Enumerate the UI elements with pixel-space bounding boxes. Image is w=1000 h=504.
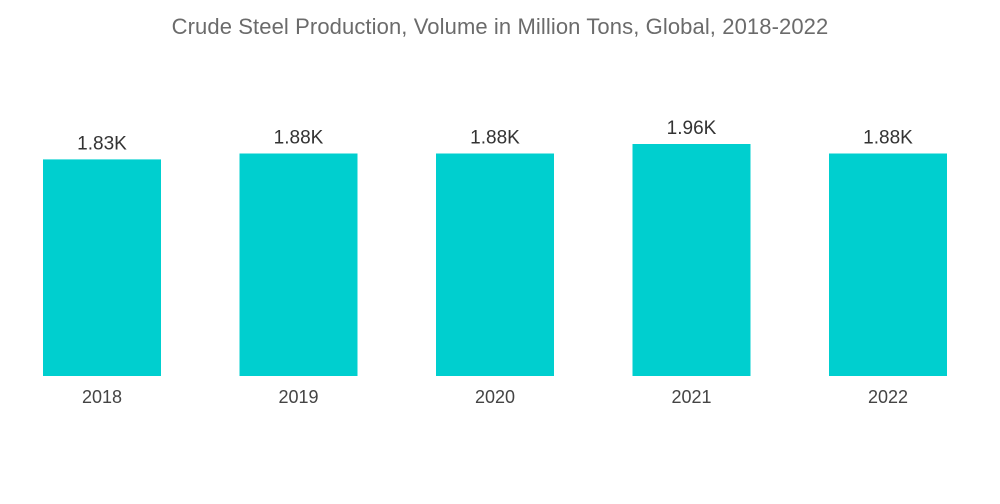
bar-2022 (829, 153, 947, 376)
bars-group (43, 144, 947, 376)
value-labels-group: 1.83K 1.88K 1.88K 1.96K 1.88K (77, 118, 913, 154)
data-label-2022: 1.88K (863, 128, 913, 149)
x-tick-label-2022: 2022 (868, 387, 908, 407)
bar-2020 (436, 153, 554, 376)
data-label-2018: 1.83K (77, 133, 127, 154)
data-label-2020: 1.88K (470, 128, 520, 149)
chart-title: Crude Steel Production, Volume in Millio… (171, 14, 829, 39)
x-tick-label-2021: 2021 (671, 387, 711, 407)
x-tick-label-2019: 2019 (278, 387, 318, 407)
x-axis-ticks-group: 2018 2019 2020 2021 2022 (82, 387, 908, 407)
bar-2018 (43, 159, 161, 376)
bar-2021 (632, 144, 751, 376)
bar-2019 (239, 153, 358, 376)
x-tick-label-2018: 2018 (82, 387, 122, 407)
x-tick-label-2020: 2020 (475, 387, 515, 407)
data-label-2021: 1.96K (667, 118, 717, 139)
data-label-2019: 1.88K (274, 128, 324, 149)
